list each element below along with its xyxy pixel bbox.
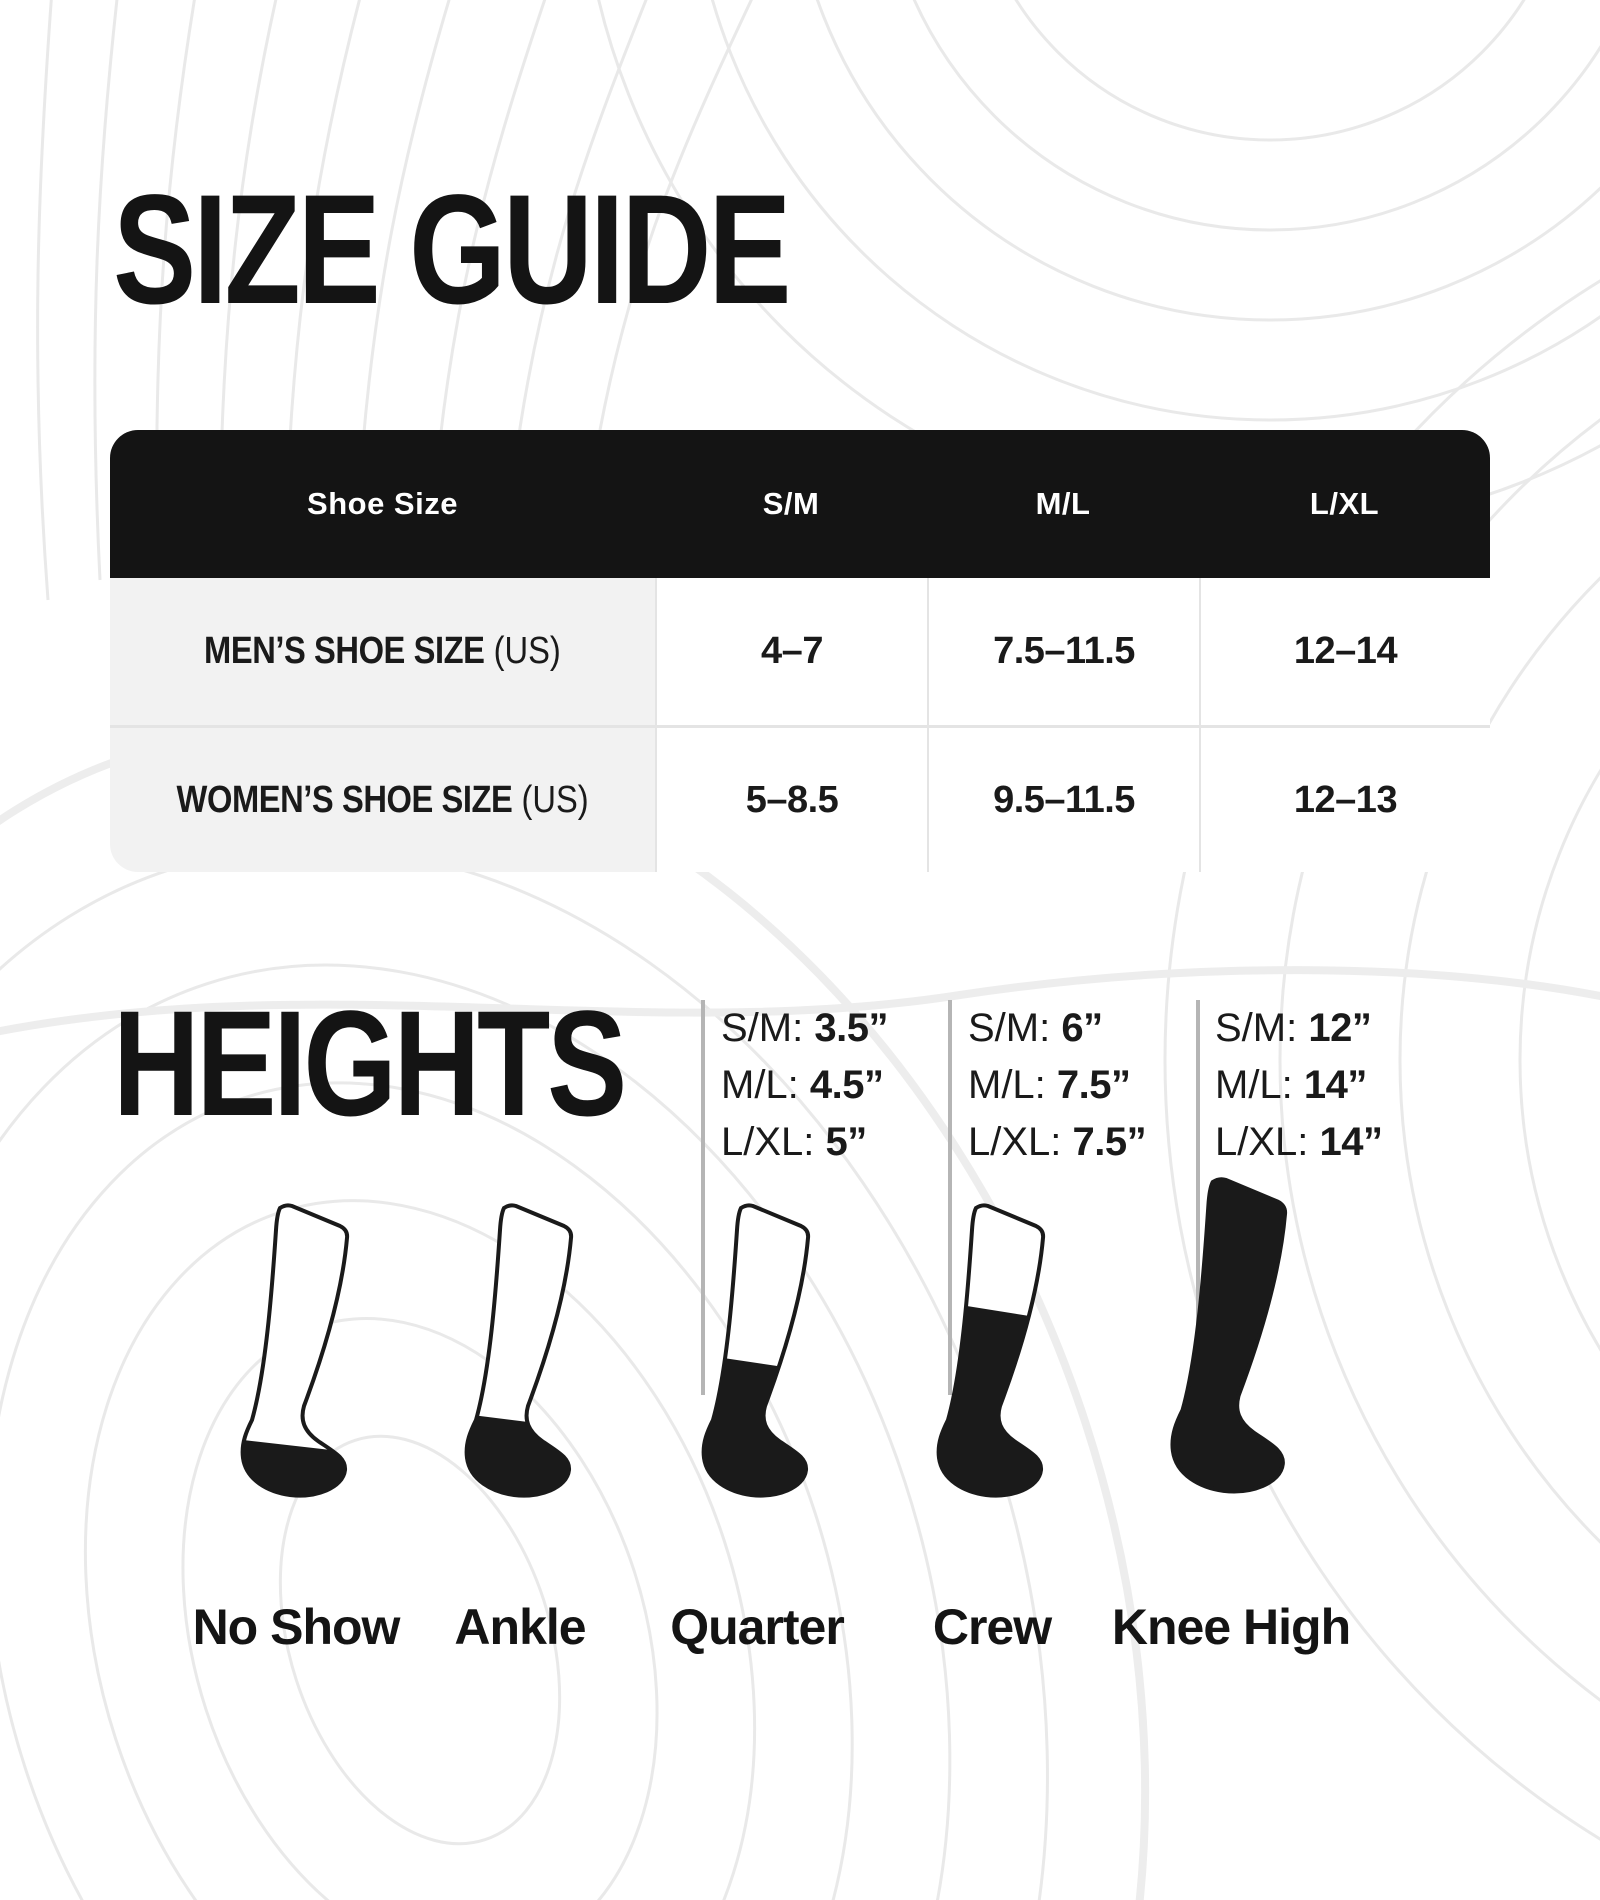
crew-ml-label: M/L: (968, 1063, 1046, 1107)
knee-lxl-label: L/XL: (1215, 1120, 1309, 1164)
quarter-lxl-label: L/XL: (721, 1120, 815, 1164)
womens-sm-value: 5–8.5 (655, 725, 927, 872)
quarter-sm-label: S/M: (721, 1006, 804, 1050)
womens-ml-value: 9.5–11.5 (927, 725, 1199, 872)
row-label-mens: MEN’S SHOE SIZE (US) (110, 578, 655, 725)
knee-ml-value: 14” (1303, 1063, 1368, 1107)
sock-ankle-illustration (464, 1203, 574, 1498)
column-header-lxl: L/XL (1309, 486, 1380, 521)
quarter-lxl-value: 5” (825, 1120, 868, 1164)
row-label-mens-suffix: (US) (484, 630, 561, 672)
column-header-shoe-size: Shoe Size (307, 486, 458, 521)
column-header-sm: S/M (762, 486, 820, 521)
row-label-womens-suffix: (US) (512, 778, 589, 821)
measure-rule-knee-high (1196, 1000, 1200, 1395)
row-label-mens-text: MEN’S SHOE SIZE (204, 630, 485, 672)
row-label-womens: WOMEN’S SHOE SIZE (US) (110, 725, 655, 872)
sock-label-knee-high: Knee High (1111, 1599, 1351, 1655)
sock-label-no-show: No Show (192, 1599, 401, 1655)
quarter-ml-value: 4.5” (809, 1063, 884, 1107)
table-row-mens: MEN’S SHOE SIZE (US) 4–7 7.5–11.5 12–14 (110, 578, 1490, 725)
mens-sm-value: 4–7 (655, 578, 927, 725)
measure-rule-quarter (701, 1000, 705, 1395)
knee-lxl-value: 14” (1319, 1120, 1384, 1164)
sock-label-crew: Crew (932, 1599, 1052, 1655)
sock-label-quarter: Quarter (670, 1599, 845, 1655)
sock-knee-high-illustration (1144, 1172, 1316, 1530)
sock-no-show-illustration (240, 1203, 350, 1498)
crew-sm-value: 6” (1061, 1006, 1103, 1050)
knee-sm-label: S/M: (1215, 1006, 1298, 1050)
table-header-row: Shoe Size S/M M/L L/XL (110, 430, 1490, 578)
quarter-ml-label: M/L: (721, 1063, 799, 1107)
row-label-womens-text: WOMEN’S SHOE SIZE (176, 778, 513, 821)
sock-quarter-illustration (701, 1203, 811, 1498)
size-guide-table: Shoe Size S/M M/L L/XL MEN’S SHOE SIZE (… (110, 430, 1490, 872)
crew-lxl-value: 7.5” (1072, 1120, 1147, 1164)
knee-ml-label: M/L: (1215, 1063, 1293, 1107)
column-header-ml: M/L (1035, 486, 1091, 521)
crew-ml-value: 7.5” (1056, 1063, 1131, 1107)
heights-title: HEIGHTS (113, 988, 752, 1138)
mens-ml-value: 7.5–11.5 (927, 578, 1199, 725)
sock-label-ankle: Ankle (454, 1599, 586, 1655)
measurements-crew: S/M: 6” M/L: 7.5” L/XL: 7.5” (968, 1000, 1147, 1171)
table-body: MEN’S SHOE SIZE (US) 4–7 7.5–11.5 12–14 … (110, 578, 1490, 872)
knee-sm-value: 12” (1308, 1006, 1372, 1050)
measurements-quarter: S/M: 3.5” M/L: 4.5” L/XL: 5” (721, 1000, 888, 1171)
measurements-knee-high: S/M: 12” M/L: 14” L/XL: 14” (1215, 1000, 1383, 1171)
quarter-sm-value: 3.5” (814, 1006, 888, 1050)
page-title: SIZE GUIDE (113, 172, 957, 328)
heights-title-text: HEIGHTS (113, 979, 627, 1147)
mens-lxl-value: 12–14 (1199, 578, 1490, 725)
crew-lxl-label: L/XL: (968, 1120, 1062, 1164)
womens-lxl-value: 12–13 (1199, 725, 1490, 872)
measure-rule-crew (948, 1000, 952, 1395)
crew-sm-label: S/M: (968, 1006, 1051, 1050)
sock-crew-illustration (936, 1203, 1046, 1498)
table-row-womens: WOMEN’S SHOE SIZE (US) 5–8.5 9.5–11.5 12… (110, 725, 1490, 872)
page-title-text: SIZE GUIDE (113, 163, 792, 337)
